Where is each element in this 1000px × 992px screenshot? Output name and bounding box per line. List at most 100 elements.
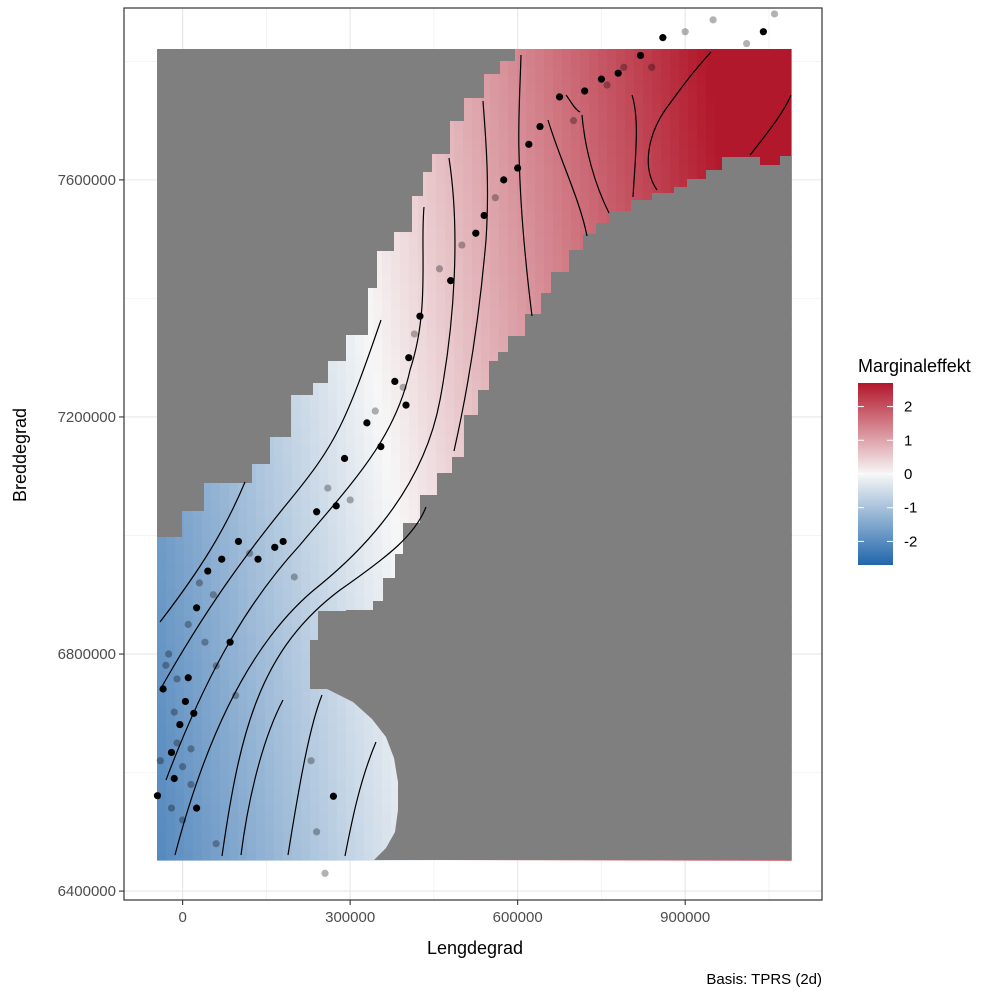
surface-cell xyxy=(400,274,410,284)
surface-cell xyxy=(544,265,554,275)
surface-cell xyxy=(643,103,653,113)
surface-cell xyxy=(616,148,626,158)
surface-cell xyxy=(544,157,554,167)
surface-cell xyxy=(679,175,689,185)
surface-cell xyxy=(319,481,329,491)
surface-cell xyxy=(661,103,671,113)
surface-cell xyxy=(535,175,545,185)
surface-cell xyxy=(238,679,248,689)
surface-cell xyxy=(247,490,257,500)
surface-cell xyxy=(229,625,239,635)
surface-cell xyxy=(445,175,455,185)
surface-cell xyxy=(490,220,500,230)
surface-cell xyxy=(355,400,365,410)
surface-cell xyxy=(697,157,707,167)
surface-cell xyxy=(166,643,176,653)
surface-cell xyxy=(571,85,581,95)
surface-cell xyxy=(175,616,185,626)
surface-cell xyxy=(553,184,563,194)
surface-cell xyxy=(346,544,356,554)
surface-cell xyxy=(418,382,428,392)
surface-cell xyxy=(157,598,167,608)
surface-cell xyxy=(409,193,419,203)
surface-cell xyxy=(742,49,752,59)
surface-cell xyxy=(229,544,239,554)
surface-cell xyxy=(346,364,356,374)
surface-cell xyxy=(175,580,185,590)
surface-cell xyxy=(481,157,491,167)
surface-cell xyxy=(499,202,509,212)
surface-cell xyxy=(697,139,707,149)
surface-cell xyxy=(751,85,761,95)
surface-cell xyxy=(454,184,464,194)
surface-cell xyxy=(508,121,518,131)
surface-cell xyxy=(517,139,527,149)
surface-cell xyxy=(490,85,500,95)
surface-cell xyxy=(535,49,545,59)
surface-cell xyxy=(184,553,194,563)
surface-cell xyxy=(283,670,293,680)
surface-cell xyxy=(445,409,455,419)
surface-cell xyxy=(418,355,428,365)
surface-cell xyxy=(328,571,338,581)
surface-cell xyxy=(535,211,545,221)
surface-cell xyxy=(454,364,464,374)
surface-cell xyxy=(463,229,473,239)
surface-cell xyxy=(463,364,473,374)
surface-cell xyxy=(526,184,536,194)
surface-cell xyxy=(319,463,329,473)
surface-cell xyxy=(166,589,176,599)
surface-cell xyxy=(454,382,464,392)
surface-cell xyxy=(409,481,419,491)
surface-cell xyxy=(400,427,410,437)
surface-cell xyxy=(427,472,437,482)
surface-cell xyxy=(535,265,545,275)
surface-cell xyxy=(688,76,698,86)
surface-cell xyxy=(481,256,491,266)
surface-cell xyxy=(553,229,563,239)
surface-cell xyxy=(760,121,770,131)
surface-cell xyxy=(697,85,707,95)
surface-cell xyxy=(508,328,518,338)
surface-cell xyxy=(508,211,518,221)
surface-cell xyxy=(292,589,302,599)
surface-cell xyxy=(274,454,284,464)
surface-cell xyxy=(445,193,455,203)
surface-cell xyxy=(256,562,266,572)
surface-cell xyxy=(328,598,338,608)
surface-cell xyxy=(193,679,203,689)
surface-cell xyxy=(589,94,599,104)
surface-cell xyxy=(562,211,572,221)
surface-cell xyxy=(229,589,239,599)
surface-cell xyxy=(292,625,302,635)
surface-cell xyxy=(382,418,392,428)
surface-cell xyxy=(400,373,410,383)
surface-cell xyxy=(436,247,446,257)
surface-cell xyxy=(337,571,347,581)
surface-cell xyxy=(247,535,257,545)
surface-cell xyxy=(490,256,500,266)
surface-cell xyxy=(463,265,473,275)
surface-cell xyxy=(247,589,257,599)
surface-cell xyxy=(598,67,608,77)
surface-cell xyxy=(409,463,419,473)
surface-cell xyxy=(409,445,419,455)
surface-cell xyxy=(310,391,320,401)
surface-cell xyxy=(517,229,527,239)
surface-cell xyxy=(535,76,545,86)
surface-cell xyxy=(508,85,518,95)
surface-cell xyxy=(229,499,239,509)
surface-cell xyxy=(355,346,365,356)
surface-cell xyxy=(265,661,275,671)
surface-cell xyxy=(490,265,500,275)
surface-cell xyxy=(265,535,275,545)
surface-cell xyxy=(283,589,293,599)
surface-cell xyxy=(274,571,284,581)
surface-cell xyxy=(598,166,608,176)
surface-cell xyxy=(490,310,500,320)
surface-cell xyxy=(607,148,617,158)
surface-cell xyxy=(643,67,653,77)
surface-cell xyxy=(517,292,527,302)
surface-cell xyxy=(499,121,509,131)
surface-cell xyxy=(490,76,500,86)
